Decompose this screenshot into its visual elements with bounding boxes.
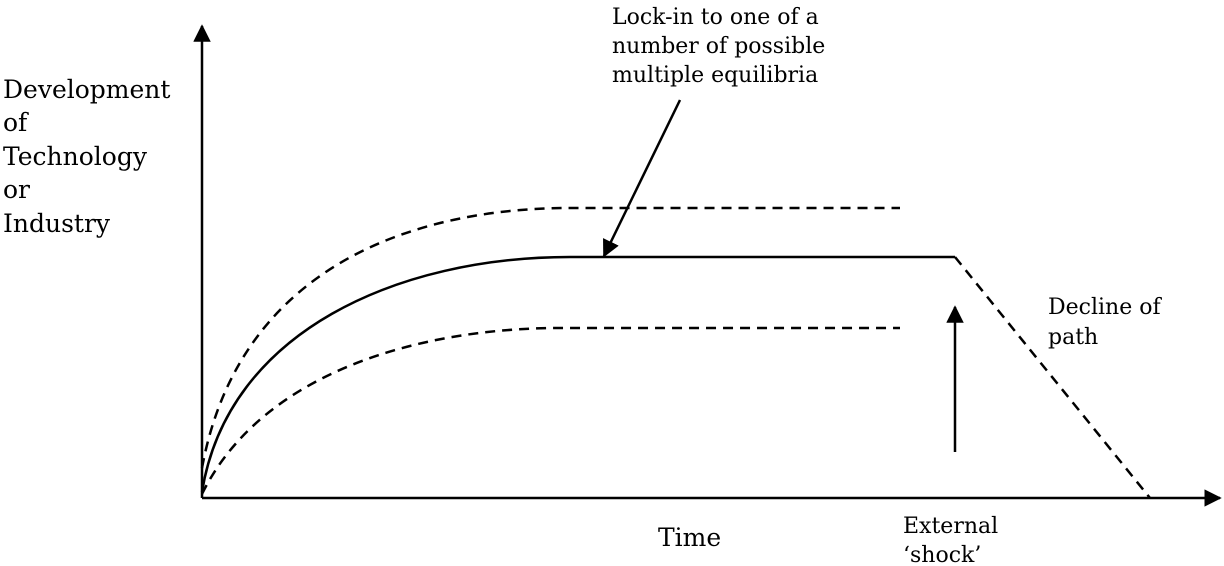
lock-in-arrow [602, 99, 682, 258]
lower-path [200, 326, 900, 495]
note-line: number of possible [612, 34, 825, 59]
decline-path [954, 256, 1151, 499]
label-line: Development [3, 75, 170, 104]
note-line: Decline of [1048, 295, 1162, 320]
label-line: of [3, 108, 29, 137]
label-line: or [3, 175, 30, 204]
note-line: External [903, 514, 998, 539]
y-axis-label: Development of Technology or Industry [3, 75, 170, 238]
label-line: Industry [3, 209, 111, 238]
note-line: path [1048, 325, 1098, 350]
label-line: Technology [3, 142, 148, 171]
main-path [200, 255, 955, 493]
x-axis-label: Time [658, 523, 721, 552]
note-line: multiple equilibria [612, 63, 818, 88]
note-line: ‘shock’ [903, 543, 981, 566]
note-line: Lock-in to one of a [612, 5, 819, 30]
lock-in-note: Lock-in to one of a number of possible m… [612, 5, 825, 88]
shock-note: External ‘shock’ [903, 514, 998, 566]
upper-path [200, 206, 900, 469]
decline-note: Decline of path [1048, 295, 1162, 350]
